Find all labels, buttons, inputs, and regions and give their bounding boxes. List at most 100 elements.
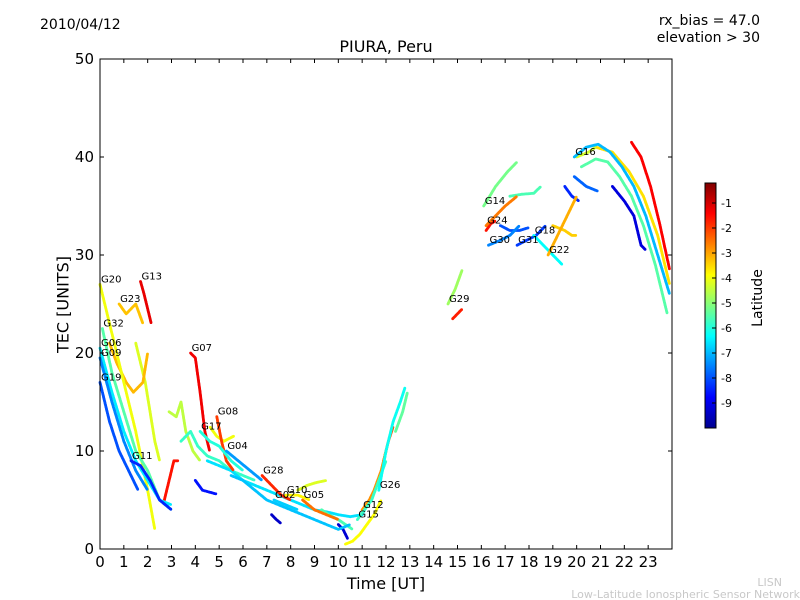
satellite-labels: G20 G13G23G32G06G09G19G07G08G17G04G11G28G… bbox=[101, 147, 596, 521]
label-g23: G23 bbox=[120, 294, 140, 305]
x-tick-label: 18 bbox=[519, 553, 538, 571]
x-tick-label: 7 bbox=[262, 553, 272, 571]
satellite-g14-point bbox=[515, 161, 518, 165]
label-g17: G17 bbox=[201, 421, 221, 432]
colorbar-label: Latitude bbox=[750, 269, 766, 327]
segment-17-track bbox=[484, 219, 497, 232]
segment-27-track bbox=[270, 513, 282, 525]
label-g24: G24 bbox=[487, 216, 507, 227]
label-g07: G07 bbox=[192, 343, 212, 354]
segment-12-point bbox=[324, 479, 327, 482]
label-g16: G16 bbox=[575, 147, 595, 158]
segment-4-point bbox=[595, 189, 599, 193]
label-g19: G19 bbox=[101, 372, 121, 383]
label-g29: G29 bbox=[449, 294, 469, 305]
label-g20: G20 bbox=[101, 274, 121, 285]
rx-bias-label: rx_bias = 47.0 bbox=[658, 13, 760, 29]
label-g32: G32 bbox=[103, 319, 123, 330]
segment-21-point bbox=[576, 199, 580, 203]
label-g28: G28 bbox=[263, 466, 283, 477]
label-g26: G26 bbox=[380, 480, 400, 491]
rx-bias-info: rx_bias = 47.0 elevation > 30 bbox=[657, 13, 760, 47]
satellite-g09-point bbox=[145, 487, 149, 491]
colorbar-tick-label: -3 bbox=[721, 247, 732, 260]
satellite-g07-point bbox=[208, 448, 211, 452]
segment-1-track bbox=[630, 140, 671, 271]
segment-2-point bbox=[668, 282, 671, 285]
satellite-g18-point bbox=[560, 262, 564, 266]
x-tick-label: 8 bbox=[286, 553, 296, 571]
segment-14-track bbox=[344, 499, 383, 546]
x-tick-label: 1 bbox=[119, 553, 129, 571]
segment-20-point bbox=[574, 234, 578, 237]
date-label: 2010/04/12 bbox=[40, 17, 121, 33]
x-tick-label: 19 bbox=[543, 553, 562, 571]
y-tick-label: 20 bbox=[75, 344, 94, 362]
segment-13-point bbox=[350, 527, 354, 531]
label-g31: G31 bbox=[518, 235, 538, 246]
x-tick-label: 4 bbox=[191, 553, 201, 571]
segment-5-point bbox=[158, 458, 161, 462]
x-tick-label: 20 bbox=[567, 553, 586, 571]
satellite-g08-point bbox=[231, 468, 235, 472]
x-tick-label: 17 bbox=[496, 553, 515, 571]
colorbar-tick-label: -8 bbox=[721, 372, 732, 385]
segment-11-track bbox=[193, 479, 218, 496]
label-g04: G04 bbox=[227, 441, 247, 452]
label-g22: G22 bbox=[549, 245, 569, 256]
segment-11-point bbox=[214, 492, 218, 496]
satellite-g20-point bbox=[153, 527, 157, 530]
satellite-g29-point bbox=[460, 269, 464, 272]
label-g13: G13 bbox=[142, 271, 162, 282]
segment-15-point bbox=[346, 536, 349, 540]
x-tick-label: 9 bbox=[310, 553, 320, 571]
satellite-g16-point bbox=[667, 291, 671, 295]
colorbar-tick-label: -6 bbox=[721, 322, 732, 335]
segment-26-point bbox=[347, 523, 351, 527]
colorbar-tick-label: -4 bbox=[721, 272, 732, 285]
y-axis: 0 10 20 30 40 50 bbox=[75, 50, 672, 558]
label-g08: G08 bbox=[218, 407, 238, 418]
x-tick-label: 12 bbox=[376, 553, 395, 571]
colorbar-tick-label: -2 bbox=[721, 222, 732, 235]
satellite-g11-point bbox=[169, 507, 173, 511]
satellite-g06-point bbox=[169, 503, 173, 506]
label-g30: G30 bbox=[489, 235, 509, 246]
segment-8-track bbox=[167, 400, 201, 462]
y-axis-label: TEC [UNITS] bbox=[53, 256, 73, 353]
colorbar-tick-label: -7 bbox=[721, 347, 732, 360]
satellite-g05-point bbox=[336, 517, 339, 521]
segment-4-track bbox=[572, 175, 599, 193]
label-g14: G14 bbox=[485, 196, 505, 207]
satellite-g17-point bbox=[240, 468, 244, 472]
x-tick-label: 14 bbox=[424, 553, 443, 571]
x-tick-label: 5 bbox=[214, 553, 224, 571]
label-g15: G15 bbox=[358, 510, 378, 521]
satellite-g26-track bbox=[377, 386, 407, 492]
y-tick-label: 0 bbox=[84, 540, 94, 558]
x-tick-label: 11 bbox=[353, 553, 372, 571]
segment-23-point bbox=[405, 391, 409, 395]
x-tick-label: 15 bbox=[448, 553, 467, 571]
segment-12-track bbox=[296, 479, 327, 492]
x-tick-label: 6 bbox=[238, 553, 248, 571]
satellite-g22-point bbox=[574, 195, 578, 199]
segment-0-track bbox=[580, 157, 669, 315]
colorbar-tick-label: -9 bbox=[721, 397, 732, 410]
segment-14-point bbox=[379, 499, 383, 503]
segment-18-track bbox=[508, 185, 542, 198]
satellite-g02-point bbox=[295, 508, 299, 511]
chart-title: PIURA, Peru bbox=[339, 37, 433, 56]
plot-frame bbox=[99, 58, 673, 550]
x-tick-label: 2 bbox=[143, 553, 153, 571]
colorbar-tick-label: -5 bbox=[721, 297, 732, 310]
satellite-g19-point bbox=[136, 487, 140, 491]
satellite-g13-point bbox=[149, 321, 153, 324]
segment-27-point bbox=[278, 521, 282, 525]
x-tick-label: 13 bbox=[400, 553, 419, 571]
segment-18-point bbox=[538, 185, 542, 189]
segment-3-track bbox=[611, 185, 647, 251]
x-tick-label: 0 bbox=[95, 553, 105, 571]
segment-19-point bbox=[526, 226, 530, 230]
